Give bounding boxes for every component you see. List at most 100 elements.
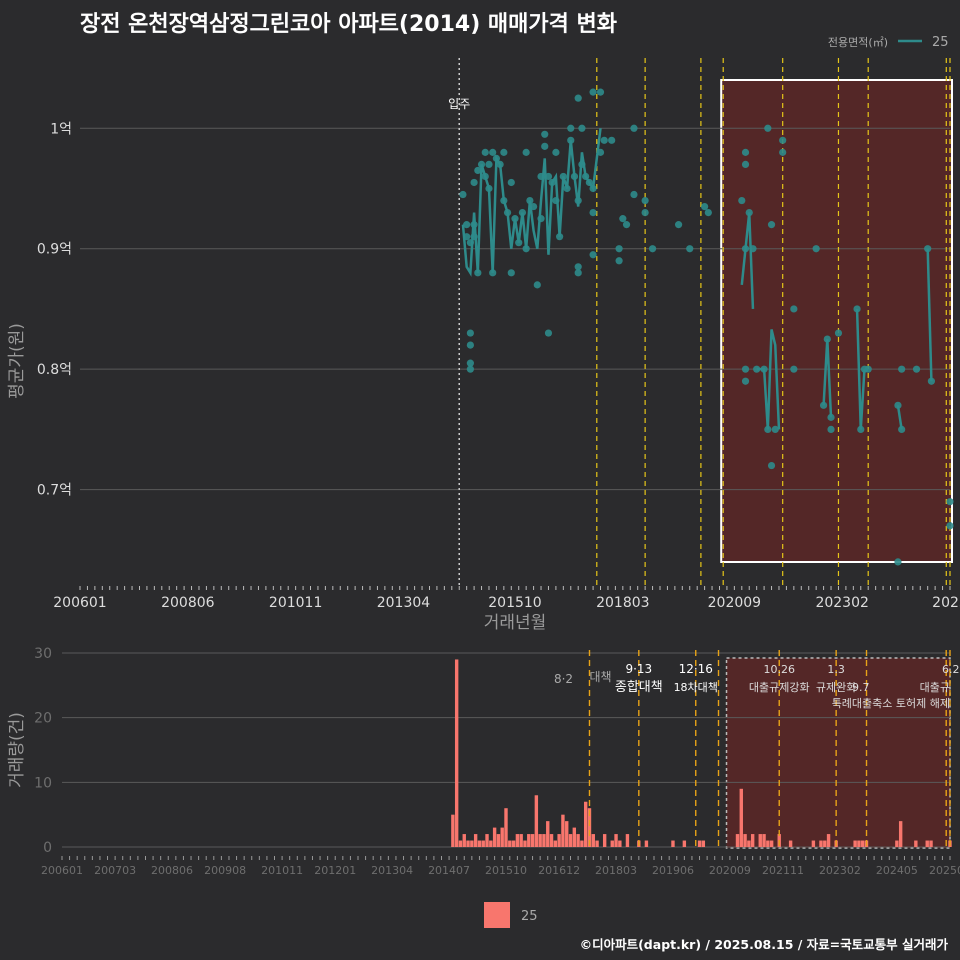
volume-bar — [823, 840, 827, 847]
x-tick-label: 201906 — [652, 864, 694, 877]
volume-bar — [826, 834, 831, 847]
volume-bar — [576, 834, 580, 847]
price-point — [779, 148, 787, 156]
price-point — [466, 329, 474, 337]
price-point — [864, 365, 872, 373]
price-point — [764, 124, 772, 132]
y-tick-label: 10 — [34, 775, 52, 791]
volume-bar — [762, 834, 766, 847]
volume-bar — [489, 840, 493, 847]
price-point — [559, 172, 567, 181]
price-point — [466, 341, 474, 349]
price-point — [648, 245, 657, 253]
x-tick-label: 200601 — [41, 864, 83, 877]
volume-bar — [929, 840, 933, 847]
price-point — [898, 365, 906, 373]
price-point — [760, 365, 768, 373]
price-point — [489, 269, 497, 277]
price-point — [894, 401, 902, 409]
y-tick-label: 30 — [34, 646, 52, 662]
price-point — [753, 365, 761, 373]
copyright-footer: ©디아파트(dapt.kr) / 2025.08.15 / 자료=국토교통부 실… — [579, 937, 948, 952]
volume-bar — [508, 840, 512, 847]
price-point — [630, 124, 638, 132]
policy-date-label: 9.7 — [852, 681, 870, 694]
price-point — [544, 172, 553, 181]
y-tick-label: 0 — [43, 840, 52, 856]
x-tick-label: 202009 — [709, 864, 751, 877]
price-point — [701, 202, 709, 211]
volume-bar — [861, 840, 865, 847]
volume-bar — [504, 808, 508, 847]
volume-bar — [565, 821, 569, 847]
policy-date-label: 1.3 — [827, 663, 845, 676]
price-point — [574, 263, 582, 271]
volume-bar — [614, 834, 618, 847]
x-tick-label: 202302 — [815, 595, 868, 611]
price-point — [686, 245, 694, 253]
price-point — [630, 190, 638, 199]
volume-bar — [527, 834, 531, 847]
price-point — [541, 130, 549, 138]
price-point — [466, 365, 474, 373]
volume-bar — [519, 834, 523, 847]
y-tick-label: 20 — [34, 711, 52, 727]
volume-bar — [697, 840, 702, 847]
policy-date-label: 12·16 — [679, 662, 713, 676]
y-tick-label: 0.7억 — [37, 483, 72, 499]
price-point — [749, 245, 757, 253]
policy-name-label: 특례대출축소 토허제 해제 — [832, 696, 950, 710]
x-tick-label: 2025 — [932, 595, 960, 611]
price-point — [589, 184, 597, 193]
price-point — [589, 88, 597, 96]
price-point — [563, 184, 571, 193]
volume-bar — [583, 801, 588, 847]
price-point — [619, 215, 627, 223]
price-point — [492, 154, 501, 162]
price-point — [470, 178, 478, 187]
price-point — [823, 335, 831, 343]
price-point — [827, 413, 835, 421]
price-point — [741, 365, 750, 373]
volume-bar — [542, 834, 546, 847]
price-point — [463, 233, 471, 241]
price-point — [578, 124, 586, 132]
chart-title: 장전 온천장역삼정그린코아 아파트(2014) 매매가격 변화 — [80, 12, 618, 37]
x-tick-label: 201407 — [428, 864, 470, 877]
price-point — [500, 148, 508, 156]
price-line-segment — [926, 248, 933, 382]
volume-bar — [671, 840, 675, 847]
y-tick-label: 0.9억 — [37, 242, 72, 258]
policy-name-label: 대출규제강화 — [749, 681, 810, 694]
volume-chart: 0 10 20 30 8·2 대책 9·13 종합대책 12·16 18차대책 10.26 대출규제강… — [7, 646, 960, 928]
price-point — [522, 245, 530, 253]
price-point — [485, 184, 493, 193]
price-point — [771, 425, 779, 434]
volume-bar — [515, 834, 520, 847]
price-point — [779, 136, 787, 144]
price-point — [834, 329, 843, 337]
price-point — [767, 461, 776, 470]
price-point — [503, 208, 512, 217]
x-tick-label: 201510 — [488, 595, 541, 611]
volume-bar — [618, 840, 622, 847]
price-point — [459, 190, 467, 199]
price-point — [515, 239, 523, 247]
policy-name-label: 종합대책 — [615, 680, 663, 695]
volume-bar — [914, 840, 918, 847]
volume-bar — [857, 840, 861, 847]
price-point — [582, 172, 590, 181]
volume-bar — [739, 788, 743, 847]
price-point — [578, 160, 586, 169]
volume-bar — [682, 840, 687, 847]
x-tick-label: 202507 — [929, 864, 960, 877]
x-tick-label: 201612 — [538, 864, 580, 877]
volume-bar — [701, 840, 706, 847]
price-point — [912, 365, 921, 373]
legend-swatch — [484, 902, 510, 928]
price-point — [574, 196, 582, 205]
policy-date-label: 9·13 — [625, 662, 652, 676]
price-point — [556, 233, 564, 241]
price-point — [927, 377, 936, 385]
policy-date-label: 6.27 — [942, 663, 960, 676]
